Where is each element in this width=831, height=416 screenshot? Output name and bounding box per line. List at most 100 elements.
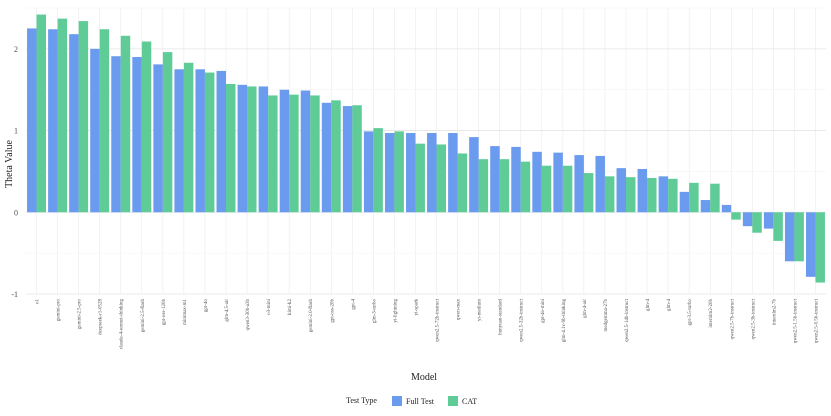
bar-cat: [162, 52, 173, 213]
legend-label-cat: CAT: [462, 397, 477, 406]
bar-cat: [710, 183, 720, 213]
bar-full-test: [90, 48, 100, 213]
x-tick-label: yi-spark: [414, 299, 419, 316]
y-axis-title: Theta Value: [4, 140, 15, 188]
bar-cat: [478, 159, 489, 213]
x-tick-label: internlm2-20b: [709, 299, 714, 328]
bar-cat: [394, 131, 404, 213]
x-axis-title: Model: [411, 372, 437, 383]
bar-cat: [499, 159, 510, 213]
bar-full-test: [195, 69, 205, 213]
bar-full-test: [637, 168, 648, 213]
x-tick-label: qwen2.5-32b-instruct: [520, 298, 525, 342]
x-tick-label: qwen2.5-1.5b-instruct: [793, 298, 798, 343]
x-axis-ticks: o1 gemini-pro gemini-2.5-pro deepseek-r1-05…: [36, 298, 820, 349]
bar-full-test: [511, 146, 521, 213]
bar-full-test: [342, 106, 353, 213]
bar-full-test: [27, 28, 37, 213]
bar-full-test: [763, 212, 774, 229]
x-tick-label: qwen-max: [457, 299, 462, 321]
bar-full-test: [595, 155, 605, 213]
bar-cat: [583, 173, 594, 213]
bar-cat: [57, 18, 68, 213]
x-tick-label: gpt-4o: [204, 299, 209, 313]
y-axis-ticks: -1 0 1 2: [11, 45, 18, 299]
x-tick-label: hunyuan-standard: [499, 299, 504, 335]
x-tick-label: gemini-2.0-flash: [309, 299, 314, 333]
bar-cat: [520, 161, 531, 213]
x-tick-label: o1: [36, 299, 41, 305]
bar-cat: [415, 143, 425, 213]
bar-full-test: [742, 212, 753, 227]
x-tick-label: qwen2.5-3b-instruct: [751, 298, 756, 339]
bar-full-test: [174, 69, 184, 213]
bar-cat: [689, 182, 699, 213]
bar-full-test: [469, 137, 479, 213]
bar-full-test: [490, 146, 500, 213]
x-tick-label: gemini-2.5-pro: [78, 299, 83, 330]
x-tick-label: qwen2.5-0.5b-instruct: [814, 298, 819, 343]
bar-full-test: [574, 155, 584, 213]
bar-cat: [331, 100, 341, 213]
x-tick-label: qwen2.5-72b-instruct: [436, 298, 441, 342]
x-tick-label: glm-4-air: [583, 299, 588, 318]
bar-cat: [268, 95, 278, 213]
x-tick-label: qwen2.5-14b-instruct: [625, 298, 630, 342]
x-tick-label: glm-4: [667, 299, 672, 311]
bar-cat: [815, 212, 825, 283]
bar-cat: [310, 95, 320, 213]
x-tick-label: qwen3-30b-a3b: [246, 299, 251, 331]
bar-cat: [226, 83, 236, 213]
x-tick-label: kimi-k2: [288, 299, 293, 315]
bar-full-test: [258, 86, 269, 213]
bar-cat: [78, 21, 89, 213]
x-tick-label: gpt-4o-mini: [541, 298, 546, 322]
bar-full-test: [237, 84, 248, 213]
bar-cat: [626, 177, 636, 213]
x-tick-label: internlm2-7b: [772, 299, 777, 326]
x-tick-label: gpt-oss-120b: [162, 299, 167, 326]
bar-full-test: [132, 57, 142, 213]
bar-cat: [99, 29, 110, 213]
x-tick-label: glm-4: [646, 299, 651, 311]
y-tick-label: 0: [14, 208, 18, 217]
bar-cat: [752, 212, 762, 233]
y-tick-label: 2: [14, 45, 18, 54]
legend: Test Type Full Test CAT: [346, 396, 477, 406]
bar-full-test: [806, 212, 816, 277]
bar-cat: [373, 128, 383, 213]
bar-full-test: [321, 102, 332, 213]
x-tick-label: gemini-2.5-flash: [141, 299, 146, 333]
legend-swatch-full-test: [392, 396, 402, 406]
bar-full-test: [384, 133, 395, 213]
x-tick-label: glm-4.1v-9b-thinking: [562, 299, 567, 343]
bar-cat: [204, 72, 215, 213]
x-tick-label: minimax-m1: [183, 299, 188, 325]
bar-full-test: [111, 56, 121, 213]
bar-cat: [541, 165, 552, 213]
bar-cat: [604, 176, 615, 213]
bar-full-test: [700, 200, 711, 213]
bar-full-test: [679, 191, 690, 213]
x-tick-label: gpt-4: [351, 299, 356, 310]
bar-cat: [647, 177, 657, 213]
bar-full-test: [69, 34, 79, 213]
bar-cat: [562, 165, 573, 213]
x-tick-label: glm-4.5-air: [225, 299, 230, 322]
bar-full-test: [658, 176, 669, 213]
bar-cat: [120, 35, 131, 213]
bar-full-test: [216, 70, 226, 213]
bar-full-test: [784, 212, 795, 262]
x-tick-label: gpt-3.5-turbo: [688, 299, 693, 326]
x-tick-label: glm-3-turbo: [372, 299, 377, 324]
bar-full-test: [363, 131, 374, 213]
legend-label-full-test: Full Test: [406, 397, 435, 406]
bar-full-test: [300, 90, 311, 213]
x-tick-label: yi-lightning: [393, 299, 398, 323]
bar-full-test: [279, 89, 290, 213]
bar-cat: [773, 212, 783, 241]
bar-full-test: [406, 133, 416, 213]
x-tick-label: deepseek-r1-0528: [99, 299, 104, 335]
bar-cat: [247, 86, 257, 213]
